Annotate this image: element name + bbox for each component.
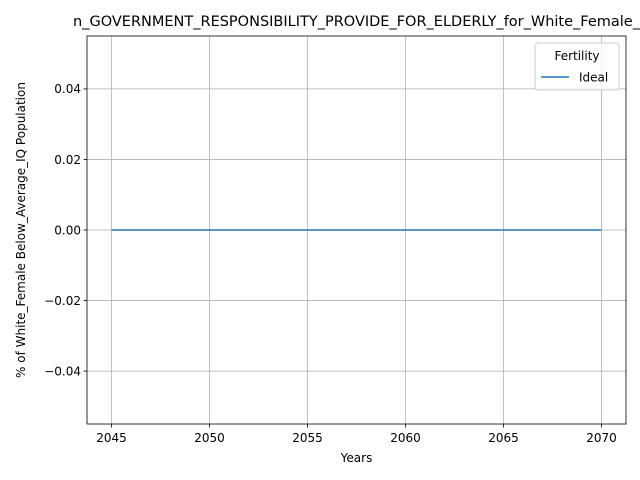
y-axis-label: % of White_Female Below_Average_IQ Popul… [14, 82, 28, 378]
y-tick-label: −0.02 [44, 294, 81, 308]
legend-entry-ideal: Ideal [579, 71, 608, 85]
x-axis-label: Years [340, 451, 373, 465]
y-tick-label: 0.04 [54, 82, 81, 96]
legend: Fertility Ideal [534, 42, 620, 91]
x-tick-label: 2050 [194, 431, 225, 445]
x-tick-label: 2055 [292, 431, 323, 445]
x-tick-label: 2060 [390, 431, 421, 445]
y-axis: −0.04 −0.02 0.00 0.02 0.04 [44, 82, 87, 378]
x-axis: 2045 2050 2055 2060 2065 2070 [96, 424, 617, 445]
x-tick-label: 2070 [586, 431, 617, 445]
x-tick-label: 2045 [96, 431, 127, 445]
chart-title: n_GOVERNMENT_RESPONSIBILITY_PROVIDE_FOR_… [73, 14, 640, 30]
y-tick-label: −0.04 [44, 364, 81, 378]
legend-title: Fertility [554, 49, 599, 63]
y-tick-label: 0.00 [54, 223, 81, 237]
x-tick-label: 2065 [488, 431, 519, 445]
legend-box [534, 42, 620, 91]
y-tick-label: 0.02 [54, 153, 81, 167]
